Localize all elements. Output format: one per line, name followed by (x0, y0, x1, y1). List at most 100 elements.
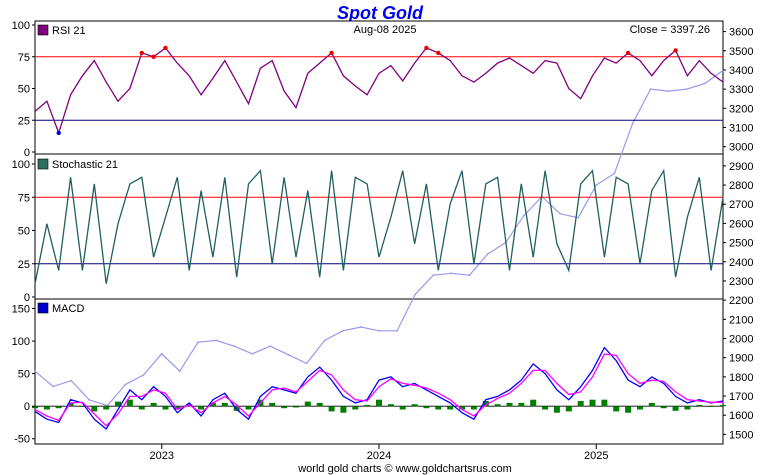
macd-hist-bar-2 (55, 406, 62, 409)
panel-2-ytick-label-100: 100 (12, 336, 30, 348)
macd-hist-bar-54 (672, 406, 679, 411)
price-point-33 (631, 122, 634, 125)
macd-hist-bar-20 (269, 402, 276, 407)
macd-hist-bar-5 (91, 406, 98, 412)
price-point-30 (577, 216, 580, 219)
price-ytick-label-2500: 2500 (729, 238, 753, 250)
macd-hist-bar-55 (684, 406, 691, 410)
panel-1-series-0-line (34, 168, 724, 284)
price-point-13 (269, 345, 272, 348)
rsi-overbought-mark-34 (436, 50, 441, 56)
macd-hist-bar-4 (79, 406, 86, 407)
price-ytick-label-2300: 2300 (729, 276, 753, 288)
price-point-35 (667, 90, 670, 92)
rsi-overbought-mark-11 (163, 45, 168, 51)
macd-hist-bar-3 (67, 402, 74, 407)
price-point-24 (468, 274, 471, 277)
price-ytick-label-2900: 2900 (729, 161, 753, 173)
macd-hist-bar-48 (601, 399, 608, 407)
macd-hist-bar-43 (542, 406, 549, 410)
macd-hist-bar-22 (293, 406, 299, 408)
price-ytick-label-1900: 1900 (729, 353, 753, 365)
panel-2-ytick-label-50: 50 (18, 369, 30, 381)
xtick-label-2023: 2023 (149, 450, 173, 462)
price-point-16 (323, 339, 326, 342)
price-ytick-label-3200: 3200 (729, 103, 753, 115)
macd-hist-bar-21 (281, 406, 288, 409)
price-ytick-label-1600: 1600 (729, 410, 753, 422)
price-point-11 (233, 345, 236, 348)
price-ytick-label-3100: 3100 (729, 123, 753, 135)
macd-hist-bar-58 (720, 404, 726, 407)
price-point-31 (595, 184, 598, 186)
price-point-17 (341, 329, 344, 332)
price-ytick-label-1500: 1500 (729, 429, 753, 441)
price-point-12 (251, 352, 254, 355)
price-point-20 (396, 329, 398, 332)
rsi-overbought-mark-54 (673, 48, 678, 53)
macd-hist-bar-42 (530, 399, 537, 407)
macd-hist-bar-52 (648, 402, 655, 407)
macd-hist-bar-36 (459, 406, 465, 410)
price-ytick-label-2200: 2200 (729, 295, 753, 307)
price-ytick-label-2800: 2800 (729, 180, 753, 192)
price-ytick-label-2000: 2000 (729, 334, 753, 346)
macd-hist-bar-33 (423, 406, 430, 409)
price-point-9 (197, 341, 199, 344)
macd-hist-bar-47 (589, 399, 596, 407)
price-ytick-label-2100: 2100 (729, 314, 753, 326)
panel-0-ytick-label-50: 50 (18, 84, 30, 96)
price-point-36 (685, 88, 688, 90)
macd-hist-bar-16 (221, 402, 228, 407)
panel-1-ytick-label-75: 75 (18, 192, 30, 204)
price-point-22 (432, 274, 435, 277)
price-point-18 (360, 326, 362, 328)
macd-hist-bar-56 (696, 404, 703, 407)
price-ytick-label-2400: 2400 (729, 257, 753, 269)
macd-hist-bar-26 (340, 406, 347, 413)
stochastic-legend-label: Stochastic 21 (52, 159, 118, 171)
macd-hist-bar-7 (115, 401, 121, 407)
date-label: Aug-08 2025 (354, 24, 417, 36)
macd-hist-bar-14 (198, 406, 205, 410)
price-point-34 (649, 88, 652, 90)
macd-hist-bar-32 (411, 404, 418, 407)
macd-hist-bar-0 (32, 406, 38, 409)
panel-2-series-1-line (34, 353, 723, 427)
panel-0-ytick-label-25: 25 (18, 115, 30, 127)
panel-0-series-0-line (34, 46, 724, 135)
xtick-label-2024: 2024 (367, 450, 391, 462)
macd-legend-swatch (37, 302, 49, 314)
price-point-3 (88, 399, 91, 401)
macd-hist-bar-25 (328, 406, 335, 412)
macd-hist-bar-30 (387, 404, 394, 407)
macd-hist-bar-53 (660, 406, 667, 409)
price-point-14 (287, 353, 290, 356)
macd-hist-bar-44 (553, 406, 560, 413)
macd-hist-bar-8 (126, 399, 133, 407)
price-ytick-label-3000: 3000 (729, 142, 753, 154)
macd-hist-bar-18 (245, 406, 252, 410)
macd-hist-bar-28 (364, 404, 371, 407)
rsi-panel-frame (34, 20, 724, 155)
macd-hist-bar-27 (352, 406, 359, 410)
rsi-oversold-mark-2 (56, 130, 61, 136)
price-ytick-label-1800: 1800 (729, 372, 753, 384)
price-ytick-label-2600: 2600 (729, 218, 753, 230)
macd-hist-bar-49 (613, 406, 620, 412)
price-point-32 (613, 172, 616, 175)
rsi-overbought-mark-50 (625, 50, 631, 56)
panel-1-ytick-label-25: 25 (18, 259, 30, 271)
panel-1-ytick-label-0: 0 (24, 292, 30, 304)
macd-hist-bar-41 (518, 402, 525, 407)
chart-title: Spot Gold (337, 3, 424, 23)
panel-2-series-0-line (34, 346, 724, 430)
panel-2-ytick-label-0: 0 (24, 401, 30, 413)
price-point-5 (124, 383, 127, 386)
macd-hist-bar-10 (150, 402, 157, 407)
rsi-overbought-mark-25 (329, 50, 334, 56)
rsi-legend-swatch (37, 24, 49, 36)
macd-hist-bar-51 (637, 406, 643, 410)
price-point-25 (486, 253, 489, 256)
